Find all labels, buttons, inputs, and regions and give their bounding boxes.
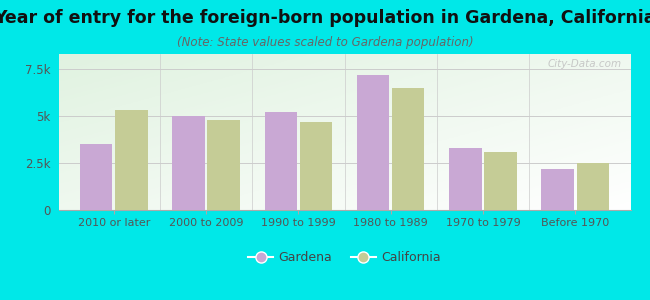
Bar: [541, 169, 574, 210]
Bar: [172, 116, 205, 210]
Bar: [207, 120, 240, 210]
Text: City-Data.com: City-Data.com: [548, 59, 622, 69]
Text: (Note: State values scaled to Gardena population): (Note: State values scaled to Gardena po…: [177, 36, 473, 49]
Bar: [484, 152, 517, 210]
Bar: [449, 148, 482, 210]
Bar: [577, 163, 609, 210]
Bar: [357, 75, 389, 210]
Bar: [265, 112, 297, 210]
Bar: [80, 144, 112, 210]
Bar: [115, 110, 148, 210]
Text: Year of entry for the foreign-born population in Gardena, California: Year of entry for the foreign-born popul…: [0, 9, 650, 27]
Legend: Gardena, California: Gardena, California: [244, 246, 445, 269]
Bar: [392, 88, 424, 210]
Bar: [300, 122, 332, 210]
